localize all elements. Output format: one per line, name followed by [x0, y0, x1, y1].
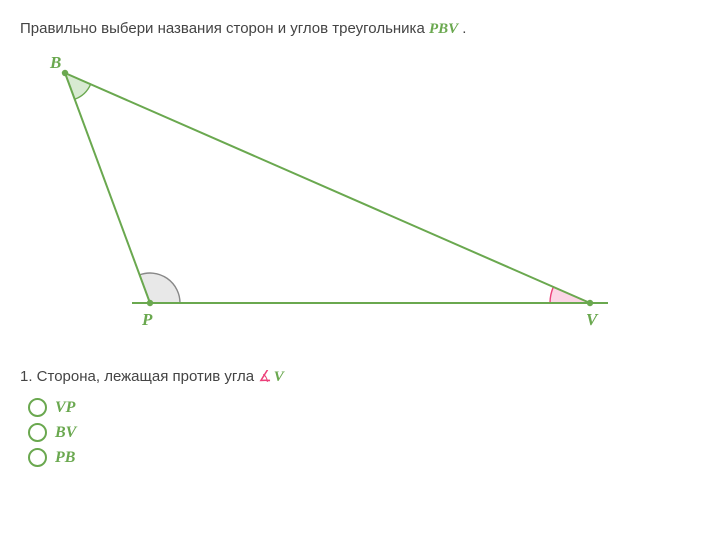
triangle-svg: B P V: [30, 53, 630, 333]
radio-icon: [28, 448, 47, 467]
instruction-text: Правильно выбери названия сторон и углов…: [20, 20, 695, 38]
answer-label: BV: [55, 424, 76, 442]
answer-label: VP: [55, 399, 75, 417]
answers-group: VP BV PB: [28, 398, 695, 467]
triangle-name: PBV: [429, 21, 458, 37]
angle-icon: ∡: [258, 368, 271, 385]
question-text: 1. Сторона, лежащая против угла ∡V: [20, 367, 695, 386]
instruction-prefix: Правильно выбери названия сторон и углов…: [20, 20, 429, 37]
triangle-diagram: B P V: [30, 53, 695, 337]
svg-text:P: P: [141, 310, 153, 329]
answer-option[interactable]: VP: [28, 398, 695, 417]
svg-text:B: B: [49, 53, 61, 72]
instruction-suffix: .: [458, 20, 466, 37]
answer-option[interactable]: BV: [28, 423, 695, 442]
radio-icon: [28, 398, 47, 417]
answer-option[interactable]: PB: [28, 448, 695, 467]
question-number: 1.: [20, 368, 33, 385]
answer-label: PB: [55, 449, 75, 467]
radio-icon: [28, 423, 47, 442]
question-angle-vertex: V: [274, 369, 284, 385]
svg-text:V: V: [586, 310, 599, 329]
question-body: Сторона, лежащая против угла: [33, 368, 259, 385]
